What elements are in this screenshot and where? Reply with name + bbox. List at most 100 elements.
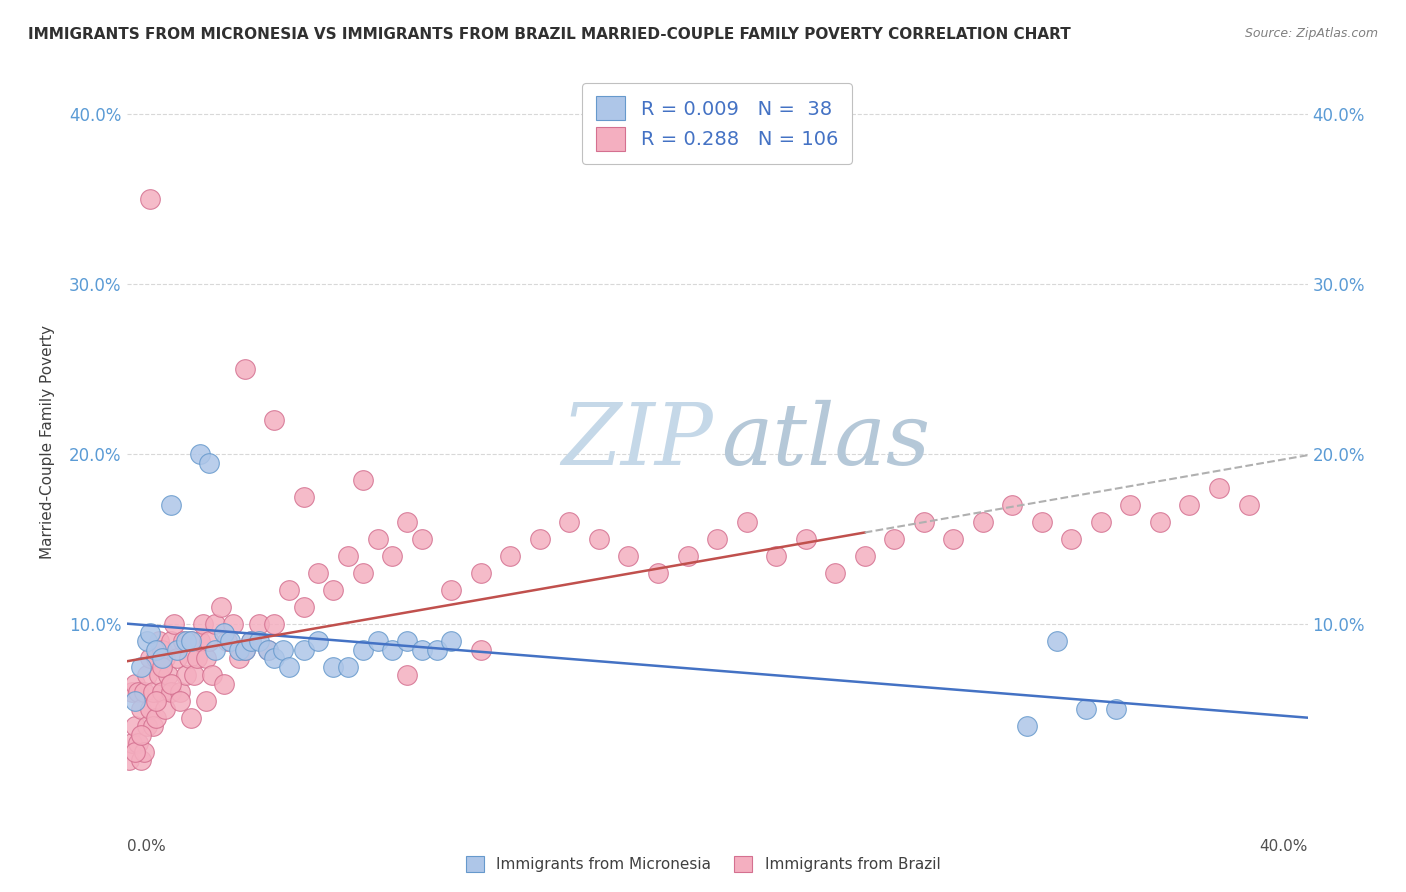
Point	[233, 362, 256, 376]
Point	[142, 685, 165, 699]
Point	[169, 694, 191, 708]
Point	[529, 533, 551, 547]
Point	[942, 533, 965, 547]
Point	[156, 668, 179, 682]
Point	[212, 677, 235, 691]
Point	[292, 490, 315, 504]
Point	[139, 702, 162, 716]
Point	[396, 516, 419, 530]
Point	[150, 651, 173, 665]
Point	[124, 694, 146, 708]
Point	[193, 617, 215, 632]
Point	[676, 549, 699, 564]
Point	[160, 634, 183, 648]
Point	[145, 651, 167, 665]
Point	[139, 651, 162, 665]
Point	[148, 634, 170, 648]
Point	[219, 634, 242, 648]
Point	[127, 685, 149, 699]
Point	[1208, 481, 1230, 495]
Point	[1178, 498, 1201, 512]
Point	[470, 566, 492, 581]
Point	[233, 642, 256, 657]
Point	[292, 642, 315, 657]
Point	[160, 685, 183, 699]
Text: Source: ZipAtlas.com: Source: ZipAtlas.com	[1244, 27, 1378, 40]
Point	[129, 660, 153, 674]
Point	[396, 668, 419, 682]
Point	[735, 516, 758, 530]
Point	[337, 660, 360, 674]
Point	[440, 634, 463, 648]
Point	[1076, 702, 1098, 716]
Point	[1031, 516, 1053, 530]
Point	[271, 642, 294, 657]
Point	[396, 634, 419, 648]
Point	[308, 634, 330, 648]
Point	[1237, 498, 1260, 512]
Point	[352, 566, 374, 581]
Point	[263, 617, 285, 632]
Text: atlas: atlas	[721, 401, 929, 483]
Point	[222, 617, 245, 632]
Point	[150, 642, 173, 657]
Point	[352, 642, 374, 657]
Point	[177, 651, 200, 665]
Point	[180, 634, 202, 648]
Point	[121, 685, 143, 699]
Point	[180, 711, 202, 725]
Point	[588, 533, 610, 547]
Point	[209, 600, 232, 615]
Point	[440, 583, 463, 598]
Point	[169, 685, 191, 699]
Point	[172, 634, 194, 648]
Point	[160, 677, 183, 691]
Point	[249, 634, 271, 648]
Point	[292, 600, 315, 615]
Point	[166, 651, 188, 665]
Point	[188, 447, 212, 461]
Point	[367, 634, 389, 648]
Point	[139, 625, 162, 640]
Point	[198, 634, 221, 648]
Point	[180, 634, 202, 648]
Point	[411, 642, 433, 657]
Point	[228, 642, 250, 657]
Point	[129, 728, 153, 742]
Text: ZIP: ZIP	[561, 401, 713, 483]
Point	[129, 702, 153, 716]
Point	[1017, 719, 1039, 733]
Legend: Immigrants from Micronesia, Immigrants from Brazil: Immigrants from Micronesia, Immigrants f…	[458, 848, 948, 880]
Point	[153, 702, 176, 716]
Text: IMMIGRANTS FROM MICRONESIA VS IMMIGRANTS FROM BRAZIL MARRIED-COUPLE FAMILY POVER: IMMIGRANTS FROM MICRONESIA VS IMMIGRANTS…	[28, 27, 1071, 42]
Point	[381, 642, 404, 657]
Point	[853, 549, 876, 564]
Text: 0.0%: 0.0%	[127, 838, 166, 854]
Point	[1046, 634, 1069, 648]
Point	[145, 711, 167, 725]
Point	[263, 651, 285, 665]
Point	[183, 668, 205, 682]
Point	[308, 566, 330, 581]
Point	[1119, 498, 1142, 512]
Point	[136, 719, 159, 733]
Point	[129, 753, 153, 767]
Point	[249, 617, 271, 632]
Point	[794, 533, 817, 547]
Point	[204, 642, 226, 657]
Point	[204, 617, 226, 632]
Point	[322, 583, 344, 598]
Point	[558, 516, 581, 530]
Point	[322, 660, 344, 674]
Point	[367, 533, 389, 547]
Point	[121, 736, 143, 750]
Point	[195, 651, 218, 665]
Point	[228, 651, 250, 665]
Point	[139, 192, 162, 206]
Point	[263, 413, 285, 427]
Point	[617, 549, 640, 564]
Point	[381, 549, 404, 564]
Point	[212, 625, 235, 640]
Point	[166, 642, 188, 657]
Point	[153, 651, 176, 665]
